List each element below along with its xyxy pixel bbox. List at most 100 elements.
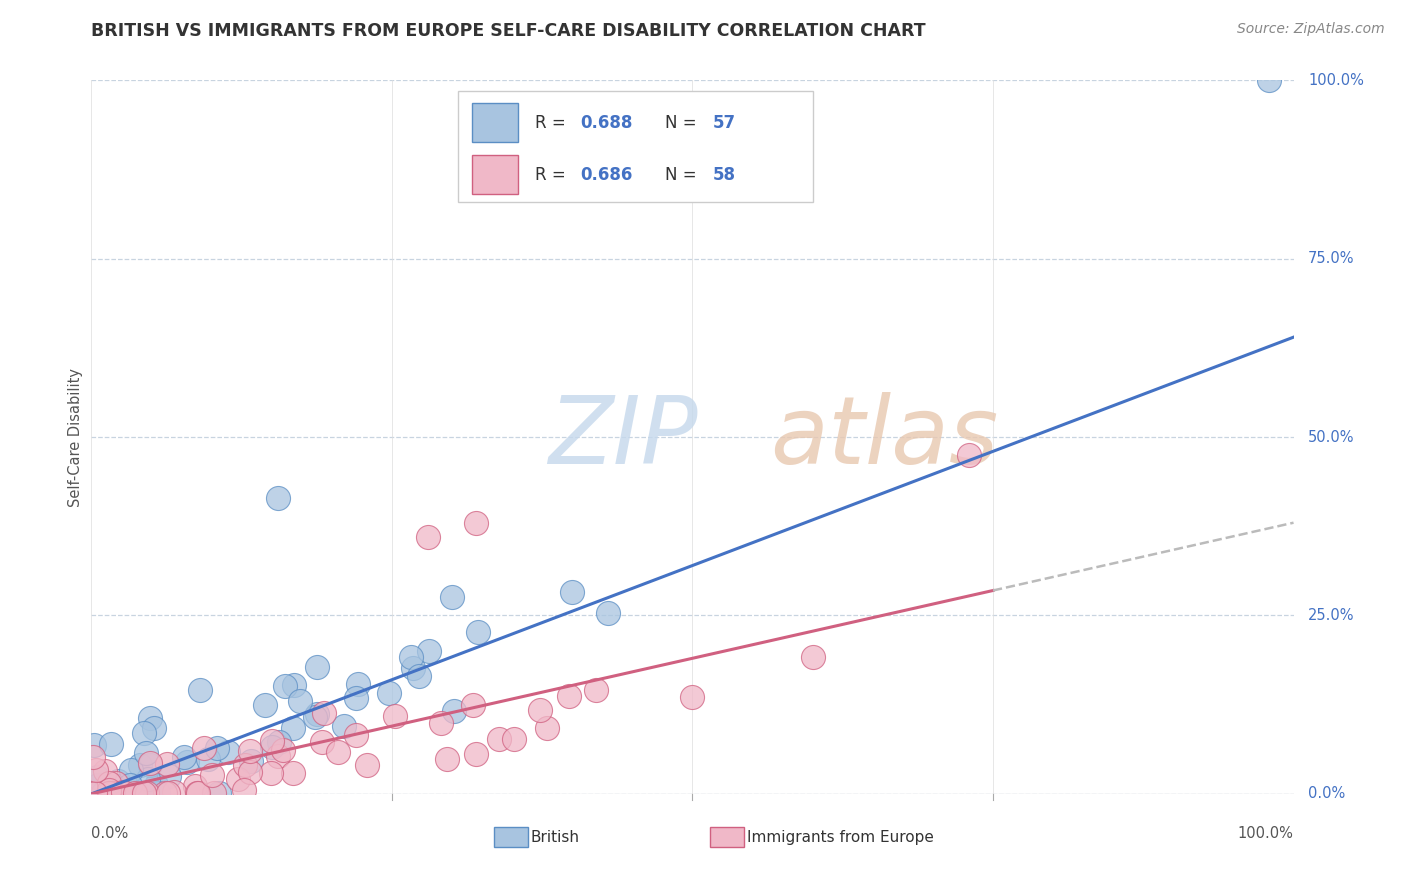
- Point: [239, 744, 262, 758]
- Text: Immigrants from Europe: Immigrants from Europe: [747, 830, 934, 845]
- Point: [139, 711, 162, 725]
- Point: [226, 772, 249, 786]
- Point: [467, 625, 489, 640]
- Point: [111, 786, 134, 800]
- Point: [1258, 73, 1281, 87]
- Point: [186, 786, 208, 800]
- Point: [356, 757, 378, 772]
- Point: [187, 786, 209, 800]
- Point: [97, 783, 120, 797]
- Point: [681, 690, 703, 704]
- Point: [503, 731, 526, 746]
- Point: [188, 682, 211, 697]
- Point: [267, 735, 290, 749]
- Text: 0.688: 0.688: [581, 114, 633, 132]
- Point: [136, 772, 159, 786]
- Point: [176, 756, 198, 770]
- Point: [536, 721, 558, 735]
- Point: [118, 778, 141, 792]
- Point: [93, 786, 115, 800]
- Point: [281, 766, 304, 780]
- Point: [173, 749, 195, 764]
- FancyBboxPatch shape: [472, 103, 519, 143]
- Point: [465, 747, 488, 761]
- Point: [344, 691, 367, 706]
- Point: [98, 786, 121, 800]
- Point: [217, 745, 239, 759]
- Point: [157, 786, 180, 800]
- Point: [145, 778, 167, 792]
- Point: [142, 721, 165, 735]
- Text: British: British: [530, 830, 579, 845]
- Point: [801, 650, 824, 665]
- Text: 100.0%: 100.0%: [1308, 73, 1364, 87]
- Point: [83, 786, 105, 800]
- Text: 100.0%: 100.0%: [1237, 826, 1294, 841]
- Text: 0.686: 0.686: [581, 166, 633, 184]
- Point: [260, 766, 283, 780]
- Point: [529, 703, 551, 717]
- Text: R =: R =: [534, 166, 571, 184]
- Point: [82, 750, 104, 764]
- Point: [112, 785, 135, 799]
- Point: [290, 694, 312, 708]
- Point: [136, 786, 159, 800]
- Text: N =: N =: [665, 114, 702, 132]
- Point: [83, 786, 105, 800]
- Point: [418, 644, 440, 658]
- Point: [100, 737, 122, 751]
- Point: [443, 704, 465, 718]
- Text: 50.0%: 50.0%: [1308, 430, 1354, 444]
- Point: [598, 607, 620, 621]
- Point: [283, 678, 305, 692]
- Text: atlas: atlas: [770, 392, 998, 483]
- Point: [384, 709, 406, 723]
- Point: [108, 779, 131, 793]
- Point: [135, 746, 157, 760]
- Point: [129, 758, 152, 772]
- Point: [347, 677, 370, 691]
- Point: [148, 786, 170, 800]
- Text: R =: R =: [534, 114, 571, 132]
- Text: 0.0%: 0.0%: [91, 826, 128, 841]
- Text: 58: 58: [713, 166, 735, 184]
- Point: [440, 590, 463, 604]
- Point: [121, 786, 143, 800]
- FancyBboxPatch shape: [710, 828, 744, 847]
- Point: [138, 756, 160, 770]
- Text: 25.0%: 25.0%: [1308, 608, 1354, 623]
- Point: [430, 715, 453, 730]
- Point: [283, 721, 305, 735]
- Point: [100, 786, 122, 800]
- Point: [103, 786, 125, 800]
- Point: [157, 769, 180, 783]
- FancyBboxPatch shape: [472, 155, 519, 194]
- Point: [153, 786, 176, 800]
- Point: [193, 741, 215, 756]
- FancyBboxPatch shape: [458, 91, 813, 202]
- Point: [233, 782, 256, 797]
- Point: [94, 764, 117, 778]
- Text: 0.0%: 0.0%: [1308, 787, 1346, 801]
- Point: [465, 516, 488, 530]
- Point: [436, 752, 458, 766]
- Point: [305, 706, 328, 721]
- Point: [377, 686, 399, 700]
- Point: [197, 752, 219, 766]
- Point: [240, 755, 263, 769]
- Point: [87, 786, 110, 800]
- Point: [124, 786, 146, 800]
- Point: [83, 738, 105, 752]
- Point: [84, 763, 107, 777]
- Point: [463, 698, 485, 713]
- FancyBboxPatch shape: [494, 828, 527, 847]
- Point: [488, 731, 510, 746]
- Point: [86, 771, 108, 785]
- Point: [408, 668, 430, 682]
- Point: [208, 786, 231, 800]
- Point: [957, 448, 980, 462]
- Point: [399, 650, 422, 665]
- Text: Source: ZipAtlas.com: Source: ZipAtlas.com: [1237, 22, 1385, 37]
- Point: [163, 785, 186, 799]
- Point: [134, 726, 156, 740]
